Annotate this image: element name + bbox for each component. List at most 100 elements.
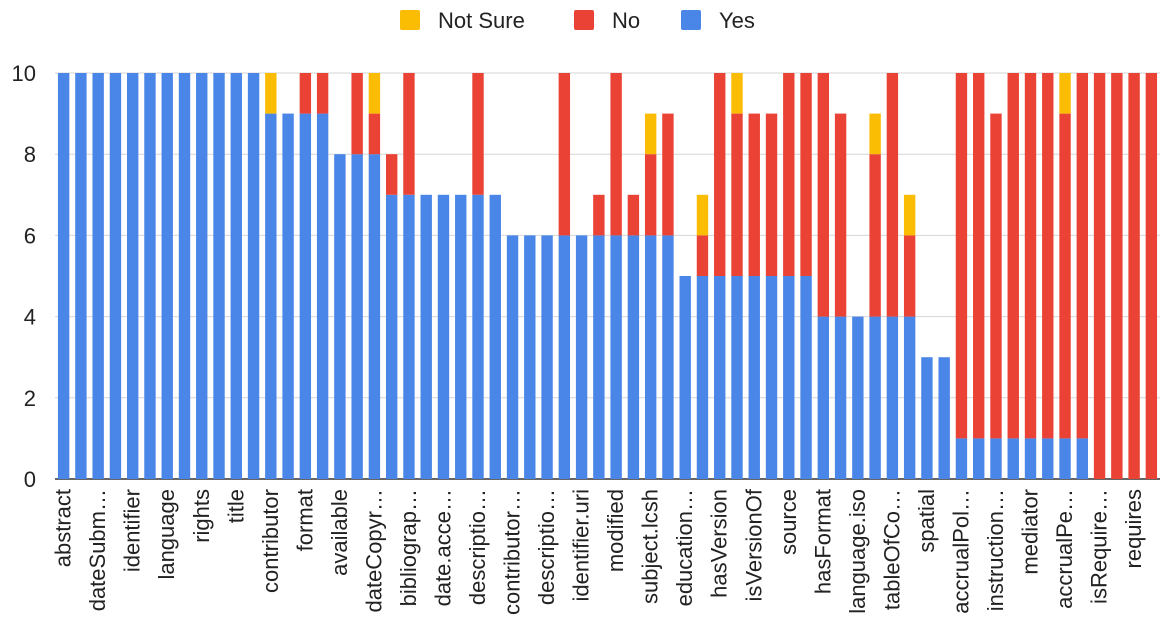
- y-tick-label: 2: [24, 386, 36, 411]
- bar-no-15: [316, 73, 329, 114]
- bar-yes-41: [765, 276, 778, 479]
- bar-no-54: [990, 113, 1002, 439]
- x-category-label: accrualPe…: [1052, 489, 1077, 609]
- x-category-label: tableOfCo…: [879, 489, 904, 610]
- bar-yes-52: [955, 438, 968, 479]
- bar-no-29: [558, 73, 571, 236]
- x-category-label: mediator: [1018, 489, 1043, 575]
- x-category-label: modified: [603, 489, 628, 572]
- bar-no-56: [1024, 73, 1037, 439]
- bar-no-43: [800, 73, 812, 276]
- bar-no-39: [731, 113, 743, 276]
- bar-yes-19: [385, 194, 398, 480]
- x-category-label: bibliograp…: [396, 489, 421, 606]
- bar-not-sure-39: [731, 73, 743, 114]
- bar-yes-32: [610, 235, 622, 479]
- x-category-label: requires: [1121, 489, 1146, 568]
- x-category-label: hasFormat: [810, 489, 835, 594]
- bar-yes-23: [455, 194, 467, 480]
- x-category-label: abstract: [51, 489, 76, 567]
- bar-yes-9: [213, 73, 225, 479]
- x-category-label: descriptio…: [534, 489, 559, 605]
- bar-yes-49: [903, 316, 916, 479]
- legend-swatch-not-sure: [400, 10, 420, 30]
- bar-yes-33: [627, 235, 640, 479]
- y-tick-label: 0: [24, 467, 36, 492]
- bar-yes-37: [696, 276, 709, 479]
- bar-no-48: [886, 73, 899, 317]
- x-category-label: isRequire…: [1087, 489, 1112, 604]
- bar-no-18: [368, 113, 381, 155]
- bar-yes-0: [57, 73, 70, 479]
- bar-no-44: [817, 73, 830, 317]
- bar-yes-26: [506, 235, 519, 479]
- bar-no-20: [403, 73, 415, 195]
- bar-no-35: [662, 113, 674, 236]
- bar-yes-13: [282, 113, 294, 479]
- bar-no-61: [1111, 73, 1123, 479]
- bar-yes-58: [1059, 438, 1071, 479]
- bar-not-sure-49: [903, 194, 916, 236]
- bar-yes-51: [938, 357, 950, 479]
- bar-no-55: [1007, 73, 1019, 439]
- bar-no-52: [955, 73, 968, 439]
- x-category-label: language: [154, 489, 179, 580]
- y-axis-ticks: 0 2 4 6 8 10: [12, 61, 36, 492]
- legend-swatch-yes: [681, 10, 701, 30]
- bar-not-sure-18: [368, 73, 381, 114]
- x-category-label: available: [327, 489, 352, 576]
- bar-not-sure-58: [1059, 73, 1071, 114]
- bar-yes-45: [834, 316, 847, 479]
- x-category-label: instruction…: [983, 489, 1008, 611]
- bar-no-60: [1093, 73, 1106, 479]
- bar-yes-16: [334, 154, 346, 479]
- x-category-label: contributor: [258, 489, 283, 593]
- bar-yes-47: [869, 316, 881, 479]
- y-tick-label: 6: [24, 223, 36, 248]
- bar-yes-59: [1076, 438, 1089, 479]
- bar-no-34: [644, 154, 657, 236]
- legend-label-no: No: [612, 8, 640, 33]
- bar-no-38: [714, 73, 726, 276]
- x-category-label: source: [776, 489, 801, 555]
- bar-yes-42: [783, 276, 795, 479]
- bar-yes-8: [196, 73, 208, 479]
- bars: [57, 73, 1158, 480]
- bar-yes-6: [161, 73, 173, 479]
- x-category-label: date.acce…: [430, 489, 455, 606]
- bar-no-45: [834, 113, 847, 317]
- bar-no-41: [765, 113, 778, 276]
- bar-yes-7: [178, 73, 191, 479]
- bar-yes-10: [230, 73, 242, 479]
- bar-no-32: [610, 73, 622, 236]
- bar-yes-34: [644, 235, 657, 479]
- bar-yes-2: [92, 73, 104, 479]
- bar-yes-29: [558, 235, 571, 479]
- bar-yes-14: [299, 113, 312, 479]
- bar-no-57: [1042, 73, 1054, 439]
- bar-yes-28: [541, 235, 553, 479]
- bar-yes-48: [886, 316, 899, 479]
- legend-label-yes: Yes: [719, 8, 755, 33]
- x-category-label: subject.lcsh: [638, 489, 663, 604]
- x-category-label: dateSubm…: [85, 489, 110, 611]
- legend: Not Sure No Yes: [400, 8, 755, 33]
- y-tick-label: 10: [12, 61, 36, 86]
- x-category-label: hasVersion: [707, 489, 732, 598]
- bar-no-63: [1145, 73, 1158, 479]
- bar-no-49: [903, 235, 916, 317]
- bar-yes-43: [800, 276, 812, 479]
- bar-yes-44: [817, 316, 830, 479]
- bar-no-37: [696, 235, 709, 276]
- bar-yes-35: [662, 235, 674, 479]
- bar-yes-5: [144, 73, 156, 479]
- bar-yes-20: [403, 194, 415, 480]
- bar-yes-15: [316, 113, 329, 479]
- bar-yes-21: [420, 194, 432, 480]
- x-category-label: title: [223, 489, 248, 523]
- x-category-label: spatial: [914, 489, 939, 553]
- bar-no-62: [1128, 73, 1140, 479]
- bar-no-19: [385, 154, 398, 195]
